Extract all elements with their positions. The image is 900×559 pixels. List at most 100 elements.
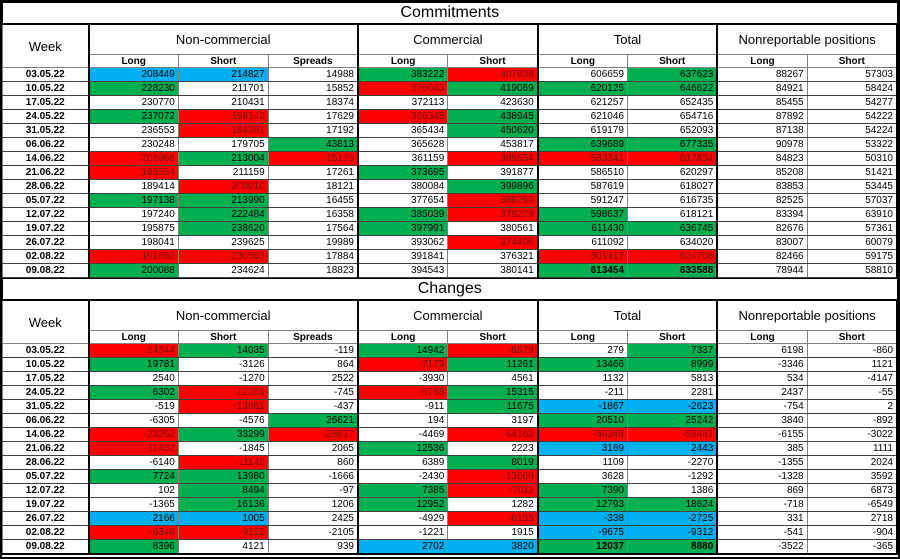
value-cell: 637623 xyxy=(626,67,719,82)
value-cell: 14035 xyxy=(177,343,269,358)
value-cell: 4561 xyxy=(447,371,539,386)
value-cell: 18121 xyxy=(267,179,359,194)
value-cell: 652435 xyxy=(626,95,719,110)
value-cell: -3022 xyxy=(806,427,898,442)
value-cell: 17261 xyxy=(267,165,359,180)
value-cell: -55 xyxy=(806,385,898,400)
value-cell: 393062 xyxy=(357,235,449,250)
value-cell: -28617 xyxy=(267,427,359,442)
subheader-t-short: Short xyxy=(626,330,719,344)
group-nonreportable: Nonreportable positions xyxy=(716,23,898,55)
value-cell: 82525 xyxy=(716,193,808,208)
week-header: Week xyxy=(2,23,90,68)
value-cell: 82676 xyxy=(716,221,808,236)
subheader-nc-spreads: Spreads xyxy=(267,54,359,68)
value-cell: -1355 xyxy=(716,455,808,470)
value-cell: 230770 xyxy=(88,95,179,110)
value-cell: 200088 xyxy=(88,263,179,278)
value-cell: 20510 xyxy=(537,413,628,428)
value-cell: 85208 xyxy=(716,165,808,180)
value-cell: 2281 xyxy=(626,385,719,400)
value-cell: 8494 xyxy=(177,483,269,498)
value-cell: 54224 xyxy=(806,123,898,138)
week-cell: 24.05.22 xyxy=(2,385,90,400)
value-cell: 63910 xyxy=(806,207,898,222)
value-cell: 2522 xyxy=(267,371,359,386)
value-cell: 2702 xyxy=(357,539,449,555)
value-cell: 391841 xyxy=(357,249,449,264)
value-cell: 198142 xyxy=(177,109,269,124)
changes-title-row: Changes xyxy=(2,278,898,301)
table-row: 12.07.22 102 8494 -97 7385 -7011 7390 1386 869 68… xyxy=(2,483,898,498)
value-cell: 939 xyxy=(267,539,359,555)
value-cell: 646622 xyxy=(626,81,719,96)
value-cell: 1005 xyxy=(177,511,269,526)
table-row: 24.05.22 6302 -12289 -745 -5768 15315 -211 2281… xyxy=(2,385,898,400)
table-row: 28.06.22 -6140 -11149 860 6389 8019 1109 -2270-… xyxy=(2,455,898,470)
value-cell: 179705 xyxy=(177,137,269,152)
table-row: 03.05.22 -14544 14035 -119 14942 -6579 279 7337… xyxy=(2,343,898,358)
value-cell: 385 xyxy=(716,441,808,456)
table-row: 10.05.22 19781 -3126 864 -7179 11261 13466 8999… xyxy=(2,357,898,372)
value-cell: 386290 xyxy=(447,193,539,208)
value-cell: -3522 xyxy=(716,539,808,555)
table-row: 14.06.22 206986 213004 15196 361159 389654 583… xyxy=(2,151,898,166)
value-cell: 8396 xyxy=(88,539,179,555)
value-cell: 102 xyxy=(88,483,179,498)
value-cell: 13980 xyxy=(177,469,269,484)
value-cell: 8999 xyxy=(626,357,719,372)
table-row: 21.06.22 -11432 -1845 2065 12536 2223 3169 2443… xyxy=(2,441,898,456)
value-cell: -1292 xyxy=(626,469,719,484)
value-cell: 379279 xyxy=(447,207,539,222)
table-row: 06.06.22 -6305 -4576 26621 194 3197 20510 25242… xyxy=(2,413,898,428)
value-cell: -211 xyxy=(537,385,628,400)
week-cell: 06.06.22 xyxy=(2,137,90,152)
value-cell: -6349 xyxy=(88,525,179,540)
value-cell: 16136 xyxy=(177,497,269,512)
value-cell: 12536 xyxy=(357,441,449,456)
value-cell: 394543 xyxy=(357,263,449,278)
value-cell: 88267 xyxy=(716,67,808,82)
value-cell: 6302 xyxy=(88,385,179,400)
week-cell: 05.07.22 xyxy=(2,193,90,208)
value-cell: 3169 xyxy=(537,441,628,456)
value-cell: 12952 xyxy=(357,497,449,512)
value-cell: 15315 xyxy=(447,385,539,400)
value-cell: -6155 xyxy=(447,511,539,526)
table-row: 14.06.22 -23262 33299 -28617 -4469 -64163 -563… xyxy=(2,427,898,442)
value-cell: 60079 xyxy=(806,235,898,250)
subheader-nr-long: Long xyxy=(716,330,808,344)
value-cell: 639689 xyxy=(537,137,628,152)
week-header: Week xyxy=(2,299,90,344)
value-cell: 618121 xyxy=(626,207,719,222)
value-cell: 2540 xyxy=(88,371,179,386)
week-cell: 06.06.22 xyxy=(2,413,90,428)
value-cell: 534 xyxy=(716,371,808,386)
value-cell: 50310 xyxy=(806,151,898,166)
value-cell: 206986 xyxy=(88,151,179,166)
table-row: 19.07.22 195875 238620 17564 397991 380561 611… xyxy=(2,221,898,236)
value-cell: 8880 xyxy=(626,539,719,555)
value-cell: 611430 xyxy=(537,221,628,236)
value-cell: 59175 xyxy=(806,249,898,264)
value-cell: -4576 xyxy=(177,413,269,428)
value-cell: 90978 xyxy=(716,137,808,152)
value-cell: -11432 xyxy=(88,441,179,456)
value-cell: 33299 xyxy=(177,427,269,442)
value-cell: 26621 xyxy=(267,413,359,428)
value-cell: 51421 xyxy=(806,165,898,180)
value-cell: 331 xyxy=(716,511,808,526)
value-cell: 373695 xyxy=(357,165,449,180)
value-cell: -860 xyxy=(806,343,898,358)
group-total: Total xyxy=(537,23,719,55)
value-cell: 197138 xyxy=(88,193,179,208)
value-cell: -9675 xyxy=(537,525,628,540)
value-cell: 18624 xyxy=(626,497,719,512)
value-cell: 450620 xyxy=(447,123,539,138)
value-cell: 2437 xyxy=(716,385,808,400)
value-cell: 633588 xyxy=(626,263,719,278)
value-cell: 1282 xyxy=(447,497,539,512)
table-row: 05.07.22 197138 213990 16455 377654 386290 591… xyxy=(2,193,898,208)
value-cell: 7385 xyxy=(357,483,449,498)
table-row: 02.08.22 191692 230503 17884 391841 376321 601… xyxy=(2,249,898,264)
